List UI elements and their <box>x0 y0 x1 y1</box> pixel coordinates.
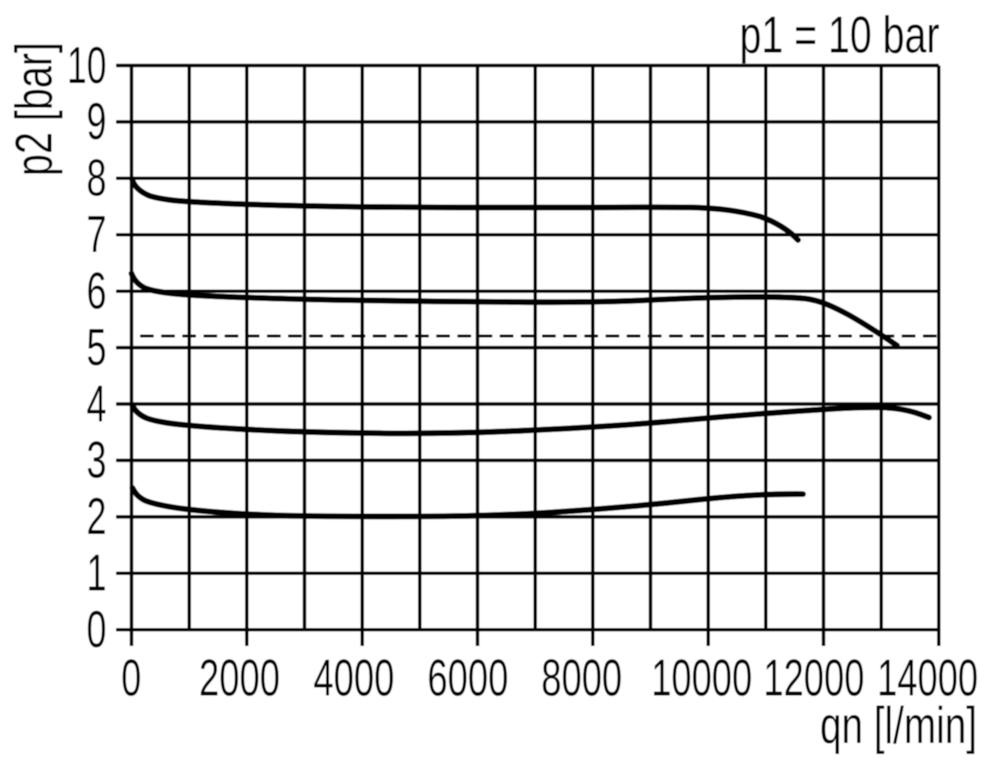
svg-text:qn [l/min]: qn [l/min] <box>820 697 977 755</box>
svg-text:9: 9 <box>87 93 107 151</box>
svg-text:6000: 6000 <box>427 650 508 708</box>
svg-text:4000: 4000 <box>313 650 394 708</box>
svg-text:10000: 10000 <box>651 650 752 708</box>
svg-text:8000: 8000 <box>541 650 622 708</box>
svg-text:1: 1 <box>87 545 107 603</box>
svg-text:0: 0 <box>121 650 141 708</box>
svg-text:p2 [bar]: p2 [bar] <box>6 42 64 176</box>
svg-text:4: 4 <box>87 375 107 433</box>
svg-text:2000: 2000 <box>199 650 280 708</box>
svg-text:3: 3 <box>87 432 107 490</box>
svg-text:p1 = 10 bar: p1 = 10 bar <box>740 7 940 65</box>
svg-text:10: 10 <box>67 37 107 95</box>
svg-text:7: 7 <box>87 206 107 264</box>
svg-text:6: 6 <box>87 263 107 321</box>
svg-text:2: 2 <box>87 488 107 546</box>
svg-text:5: 5 <box>87 319 107 377</box>
svg-text:8: 8 <box>87 150 107 208</box>
svg-text:14000: 14000 <box>877 650 978 708</box>
svg-text:0: 0 <box>87 601 107 659</box>
svg-text:12000: 12000 <box>763 650 864 708</box>
